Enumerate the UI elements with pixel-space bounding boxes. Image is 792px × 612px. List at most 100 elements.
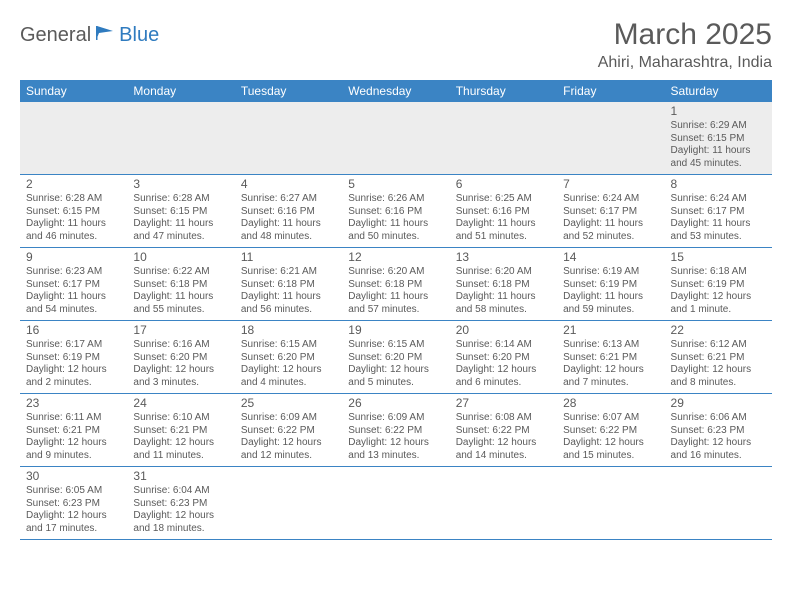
calendar-empty-cell: [235, 467, 342, 540]
calendar-day-cell: 23Sunrise: 6:11 AMSunset: 6:21 PMDayligh…: [20, 394, 127, 467]
daylight-text: Daylight: 12 hours and 15 minutes.: [563, 437, 658, 462]
calendar-week-row: 23Sunrise: 6:11 AMSunset: 6:21 PMDayligh…: [20, 394, 772, 467]
sunset-text: Sunset: 6:22 PM: [563, 425, 658, 438]
sunrise-text: Sunrise: 6:27 AM: [241, 193, 336, 206]
daylight-text: Daylight: 12 hours and 6 minutes.: [456, 364, 551, 389]
daylight-text: Daylight: 12 hours and 7 minutes.: [563, 364, 658, 389]
daylight-text: Daylight: 11 hours and 57 minutes.: [348, 291, 443, 316]
day-number: 18: [241, 323, 336, 338]
sunset-text: Sunset: 6:17 PM: [671, 206, 766, 219]
calendar-week-row: 30Sunrise: 6:05 AMSunset: 6:23 PMDayligh…: [20, 467, 772, 540]
daylight-text: Daylight: 11 hours and 56 minutes.: [241, 291, 336, 316]
daylight-text: Daylight: 12 hours and 16 minutes.: [671, 437, 766, 462]
day-number: 31: [133, 469, 228, 484]
sunset-text: Sunset: 6:23 PM: [671, 425, 766, 438]
calendar-day-cell: 30Sunrise: 6:05 AMSunset: 6:23 PMDayligh…: [20, 467, 127, 540]
sunrise-text: Sunrise: 6:15 AM: [241, 339, 336, 352]
daylight-text: Daylight: 12 hours and 9 minutes.: [26, 437, 121, 462]
weekday-header: Sunday: [20, 80, 127, 102]
daylight-text: Daylight: 12 hours and 3 minutes.: [133, 364, 228, 389]
daylight-text: Daylight: 12 hours and 2 minutes.: [26, 364, 121, 389]
daylight-text: Daylight: 12 hours and 12 minutes.: [241, 437, 336, 462]
sunset-text: Sunset: 6:21 PM: [26, 425, 121, 438]
weekday-header: Wednesday: [342, 80, 449, 102]
calendar-day-cell: 25Sunrise: 6:09 AMSunset: 6:22 PMDayligh…: [235, 394, 342, 467]
calendar-day-cell: 24Sunrise: 6:10 AMSunset: 6:21 PMDayligh…: [127, 394, 234, 467]
sunrise-text: Sunrise: 6:24 AM: [671, 193, 766, 206]
sunset-text: Sunset: 6:22 PM: [241, 425, 336, 438]
daylight-text: Daylight: 12 hours and 5 minutes.: [348, 364, 443, 389]
daylight-text: Daylight: 11 hours and 45 minutes.: [671, 145, 766, 170]
calendar-empty-cell: [665, 467, 772, 540]
calendar-day-cell: 10Sunrise: 6:22 AMSunset: 6:18 PMDayligh…: [127, 248, 234, 321]
day-number: 16: [26, 323, 121, 338]
day-number: 17: [133, 323, 228, 338]
calendar-empty-cell: [342, 102, 449, 175]
calendar-day-cell: 11Sunrise: 6:21 AMSunset: 6:18 PMDayligh…: [235, 248, 342, 321]
sunrise-text: Sunrise: 6:28 AM: [26, 193, 121, 206]
sunrise-text: Sunrise: 6:21 AM: [241, 266, 336, 279]
calendar-day-cell: 4Sunrise: 6:27 AMSunset: 6:16 PMDaylight…: [235, 175, 342, 248]
calendar-day-cell: 27Sunrise: 6:08 AMSunset: 6:22 PMDayligh…: [450, 394, 557, 467]
calendar-empty-cell: [450, 467, 557, 540]
sunset-text: Sunset: 6:18 PM: [348, 279, 443, 292]
daylight-text: Daylight: 12 hours and 8 minutes.: [671, 364, 766, 389]
daylight-text: Daylight: 12 hours and 14 minutes.: [456, 437, 551, 462]
sunrise-text: Sunrise: 6:15 AM: [348, 339, 443, 352]
daylight-text: Daylight: 11 hours and 47 minutes.: [133, 218, 228, 243]
sunset-text: Sunset: 6:18 PM: [133, 279, 228, 292]
day-number: 26: [348, 396, 443, 411]
day-number: 7: [563, 177, 658, 192]
calendar-day-cell: 8Sunrise: 6:24 AMSunset: 6:17 PMDaylight…: [665, 175, 772, 248]
calendar-day-cell: 15Sunrise: 6:18 AMSunset: 6:19 PMDayligh…: [665, 248, 772, 321]
header: General Blue March 2025 Ahiri, Maharasht…: [20, 18, 772, 72]
calendar-day-cell: 7Sunrise: 6:24 AMSunset: 6:17 PMDaylight…: [557, 175, 664, 248]
day-number: 30: [26, 469, 121, 484]
daylight-text: Daylight: 11 hours and 46 minutes.: [26, 218, 121, 243]
calendar-day-cell: 31Sunrise: 6:04 AMSunset: 6:23 PMDayligh…: [127, 467, 234, 540]
day-number: 12: [348, 250, 443, 265]
calendar-week-row: 2Sunrise: 6:28 AMSunset: 6:15 PMDaylight…: [20, 175, 772, 248]
sunrise-text: Sunrise: 6:18 AM: [671, 266, 766, 279]
calendar-day-cell: 9Sunrise: 6:23 AMSunset: 6:17 PMDaylight…: [20, 248, 127, 321]
calendar-empty-cell: [20, 102, 127, 175]
calendar-day-cell: 28Sunrise: 6:07 AMSunset: 6:22 PMDayligh…: [557, 394, 664, 467]
weekday-header: Monday: [127, 80, 234, 102]
sunrise-text: Sunrise: 6:14 AM: [456, 339, 551, 352]
day-number: 6: [456, 177, 551, 192]
day-number: 8: [671, 177, 766, 192]
day-number: 9: [26, 250, 121, 265]
sunrise-text: Sunrise: 6:24 AM: [563, 193, 658, 206]
sunrise-text: Sunrise: 6:22 AM: [133, 266, 228, 279]
day-number: 10: [133, 250, 228, 265]
calendar-day-cell: 14Sunrise: 6:19 AMSunset: 6:19 PMDayligh…: [557, 248, 664, 321]
day-number: 3: [133, 177, 228, 192]
day-number: 2: [26, 177, 121, 192]
sunset-text: Sunset: 6:22 PM: [348, 425, 443, 438]
sunrise-text: Sunrise: 6:09 AM: [348, 412, 443, 425]
sunrise-text: Sunrise: 6:26 AM: [348, 193, 443, 206]
day-number: 23: [26, 396, 121, 411]
daylight-text: Daylight: 12 hours and 18 minutes.: [133, 510, 228, 535]
calendar-day-cell: 3Sunrise: 6:28 AMSunset: 6:15 PMDaylight…: [127, 175, 234, 248]
sunset-text: Sunset: 6:21 PM: [671, 352, 766, 365]
sunset-text: Sunset: 6:21 PM: [563, 352, 658, 365]
daylight-text: Daylight: 12 hours and 11 minutes.: [133, 437, 228, 462]
calendar-day-cell: 1Sunrise: 6:29 AMSunset: 6:15 PMDaylight…: [665, 102, 772, 175]
calendar-day-cell: 20Sunrise: 6:14 AMSunset: 6:20 PMDayligh…: [450, 321, 557, 394]
sunset-text: Sunset: 6:16 PM: [456, 206, 551, 219]
day-number: 22: [671, 323, 766, 338]
day-number: 25: [241, 396, 336, 411]
logo-text-general: General: [20, 24, 91, 47]
day-number: 15: [671, 250, 766, 265]
daylight-text: Daylight: 11 hours and 53 minutes.: [671, 218, 766, 243]
calendar-day-cell: 26Sunrise: 6:09 AMSunset: 6:22 PMDayligh…: [342, 394, 449, 467]
day-number: 29: [671, 396, 766, 411]
daylight-text: Daylight: 11 hours and 58 minutes.: [456, 291, 551, 316]
daylight-text: Daylight: 12 hours and 13 minutes.: [348, 437, 443, 462]
calendar-day-cell: 21Sunrise: 6:13 AMSunset: 6:21 PMDayligh…: [557, 321, 664, 394]
calendar-day-cell: 29Sunrise: 6:06 AMSunset: 6:23 PMDayligh…: [665, 394, 772, 467]
sunrise-text: Sunrise: 6:11 AM: [26, 412, 121, 425]
day-number: 11: [241, 250, 336, 265]
sunset-text: Sunset: 6:16 PM: [348, 206, 443, 219]
